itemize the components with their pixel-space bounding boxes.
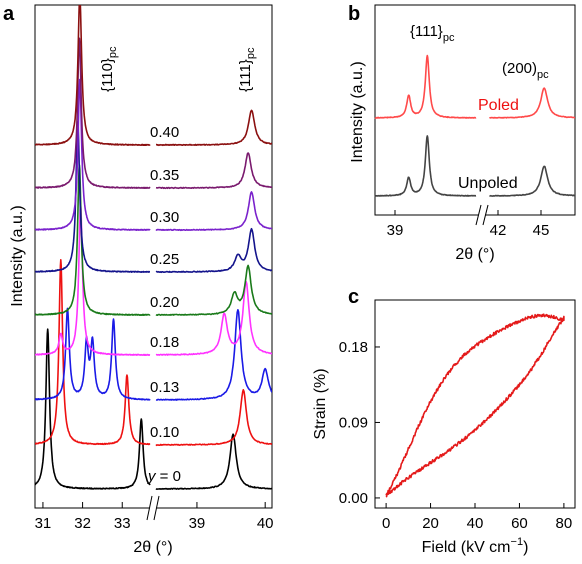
panel-a-series-line-high	[155, 191, 272, 232]
panel-a-series-label: 0.10	[150, 424, 179, 441]
panel-c-x-axis-label-end: )	[523, 539, 528, 556]
panel-a-series-line-low	[35, 121, 151, 274]
panel-a-series-line-low	[35, 78, 151, 231]
panel-c-letter: c	[348, 286, 359, 308]
panel-c-y-tick-label: 0.18	[339, 339, 368, 356]
panel-b-frame	[374, 4, 576, 216]
panel-a-series-line-high	[155, 388, 272, 447]
panel-b-annotation-200-sub: pc	[537, 69, 549, 81]
panel-b-series-line-low	[374, 54, 477, 119]
panel-a-series-label: 0.35	[150, 167, 179, 184]
panel-a-series-line-high	[155, 152, 272, 190]
panel-c-y-tick-label: 0.09	[339, 414, 368, 431]
panel-b-series-line-low	[374, 135, 477, 197]
panel-c-strain-loop	[385, 313, 565, 498]
panel-c-strain-chart: 0 20 40 60 80 0.00 0.09 0.18 Field (kV cm−1) Stra…	[312, 299, 576, 556]
panel-a-annotation-110-text: {110}	[99, 58, 116, 92]
panel-a-break-mark	[153, 495, 160, 521]
panel-c-x-tick-label: 20	[422, 515, 439, 532]
panel-b-annotation-111-text: {111}	[410, 23, 443, 40]
panel-c-x-tick-label: 40	[467, 515, 484, 532]
panel-c-x-axis-label-sup: −1	[511, 536, 524, 548]
panel-c-y-axis-label: Strain (%)	[312, 368, 329, 439]
panel-a-series-label: 0.40	[150, 124, 179, 141]
panel-a-annotation-111: {111}pc	[237, 47, 257, 92]
panel-a-x-tick-label: 40	[257, 515, 274, 532]
panel-a-series-label: 0.30	[150, 209, 179, 226]
panel-a-series-line-low	[35, 164, 151, 317]
panel-b-series-label: Poled	[478, 97, 519, 114]
panel-c-frame	[374, 299, 576, 509]
panel-a-x-tick-label: 39	[189, 515, 206, 532]
panel-a-annotation-110-sub: pc	[107, 46, 119, 58]
panel-a-y-axis-label: Intensity (a.u.)	[9, 205, 26, 306]
panel-a-x-tick-label: 33	[114, 515, 131, 532]
panel-a-annotation-110: {110}pc	[99, 46, 119, 92]
panel-c-y-tick-label: 0.00	[339, 490, 368, 507]
panel-a-series-line-low	[35, 258, 151, 446]
panel-a-x-axis-label: 2θ (°)	[133, 539, 172, 556]
panel-b-break-mark	[475, 204, 482, 226]
panel-b-x-tick-label: 39	[387, 222, 404, 239]
panel-b-y-axis-label: Intensity (a.u.)	[349, 61, 366, 162]
panel-a-series-line-low	[35, 203, 151, 357]
panel-c-x-axis-label: Field (kV cm−1)	[422, 536, 529, 556]
panel-a-series-line-high	[155, 227, 272, 274]
panel-a-series-label-value: = 0	[156, 468, 181, 485]
panel-a-series-line-low	[35, 37, 151, 189]
panel-a-x-tick-label: 31	[35, 515, 52, 532]
panel-a-series-label-var: y	[147, 468, 157, 485]
panel-a-break-mark	[146, 495, 153, 521]
panel-c-x-tick-label: 0	[382, 515, 390, 532]
panel-a-series-line-high	[155, 109, 272, 147]
panel-b-x-tick-label: 45	[533, 222, 550, 239]
panel-b-annotation-111-sub: pc	[443, 32, 455, 44]
panel-b-break-gap	[479, 203, 485, 227]
panel-c-x-axis-label-text: Field (kV cm	[422, 539, 511, 556]
panel-b-annotation-200: (200)pc	[502, 60, 549, 81]
panel-a-series-label: y = 0	[147, 468, 181, 485]
panel-c-x-tick-label: 80	[556, 515, 573, 532]
panel-b-break-mark	[482, 204, 489, 226]
panel-a-series-line-high	[155, 280, 272, 356]
panel-a-series-line-high	[155, 264, 272, 317]
panel-b-annotation-200-text: (200)	[502, 60, 537, 77]
panel-a-series-label: 0.20	[150, 294, 179, 311]
panel-a-series-label: 0.13	[150, 379, 179, 396]
panel-a-letter: a	[3, 3, 15, 25]
panel-a-series-line-low	[35, 328, 151, 490]
panel-a-series-line-low	[35, 5, 151, 146]
panel-b-series-line-high	[489, 165, 576, 197]
panel-a-series-line-high	[155, 433, 272, 491]
panel-b-series-line-high	[489, 87, 576, 119]
panel-a-annotation-111-sub: pc	[245, 47, 257, 59]
panel-b-letter: b	[348, 3, 360, 25]
panel-a-break-gap	[150, 494, 156, 522]
panel-b-x-tick-label: 42	[490, 222, 507, 239]
panel-b-series-label: Unpoled	[458, 175, 518, 192]
panel-c-x-tick-label: 60	[511, 515, 528, 532]
panel-a-series-line-high	[155, 308, 272, 401]
panel-a-annotation-111-text: {111}	[237, 59, 254, 92]
panel-a-series-label: 0.25	[150, 251, 179, 268]
panel-a-x-tick-label: 32	[74, 515, 91, 532]
panel-a-series-line-low	[35, 307, 151, 401]
panel-a-series-label: 0.18	[150, 334, 179, 351]
panel-b-annotation-111: {111}pc	[410, 23, 455, 44]
panel-b-x-axis-label: 2θ (°)	[455, 246, 494, 263]
